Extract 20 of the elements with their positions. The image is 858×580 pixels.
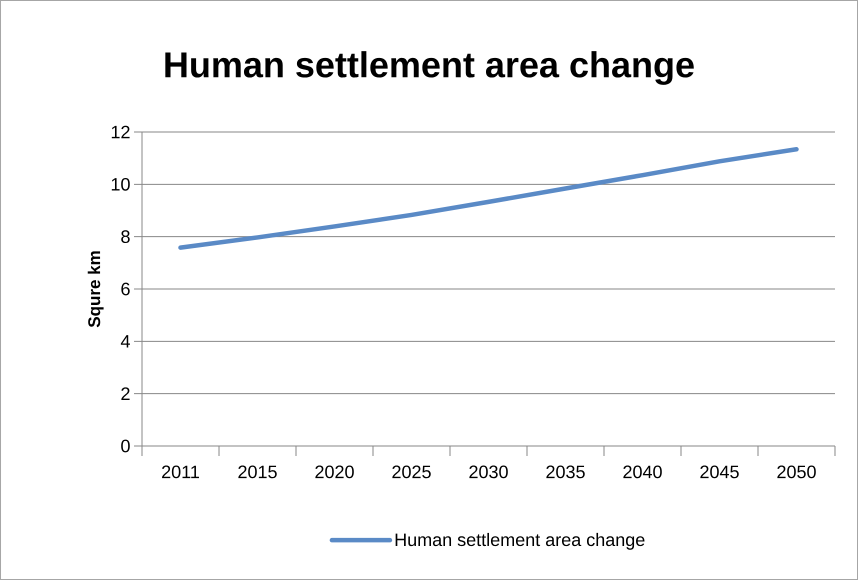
y-axis-title: Squre km	[88, 251, 104, 328]
x-tick-label: 2050	[777, 466, 816, 478]
y-tick-label: 6	[121, 282, 130, 296]
x-tick-label: 2011	[162, 466, 199, 478]
x-tick-label: 2030	[469, 466, 508, 478]
x-tick-label: 2045	[700, 466, 739, 478]
legend-label: Human settlement area change	[396, 532, 644, 550]
x-tick-label: 2020	[315, 466, 354, 478]
x-tick-label: 2035	[546, 466, 585, 478]
y-tick-label: 4	[120, 335, 130, 348]
line-series	[178, 147, 799, 250]
y-tick-label: 12	[112, 126, 130, 138]
x-tick-label: 2025	[392, 466, 431, 478]
y-tick-label: 0	[121, 440, 130, 452]
y-tick-label: 10	[112, 178, 130, 191]
y-tick-label: 8	[121, 230, 130, 244]
x-tick-label: 2040	[623, 466, 662, 478]
y-tick-label: 2	[121, 387, 130, 400]
chart-title: Human settlement area change	[165, 51, 694, 85]
x-tick-label: 2015	[238, 466, 277, 478]
